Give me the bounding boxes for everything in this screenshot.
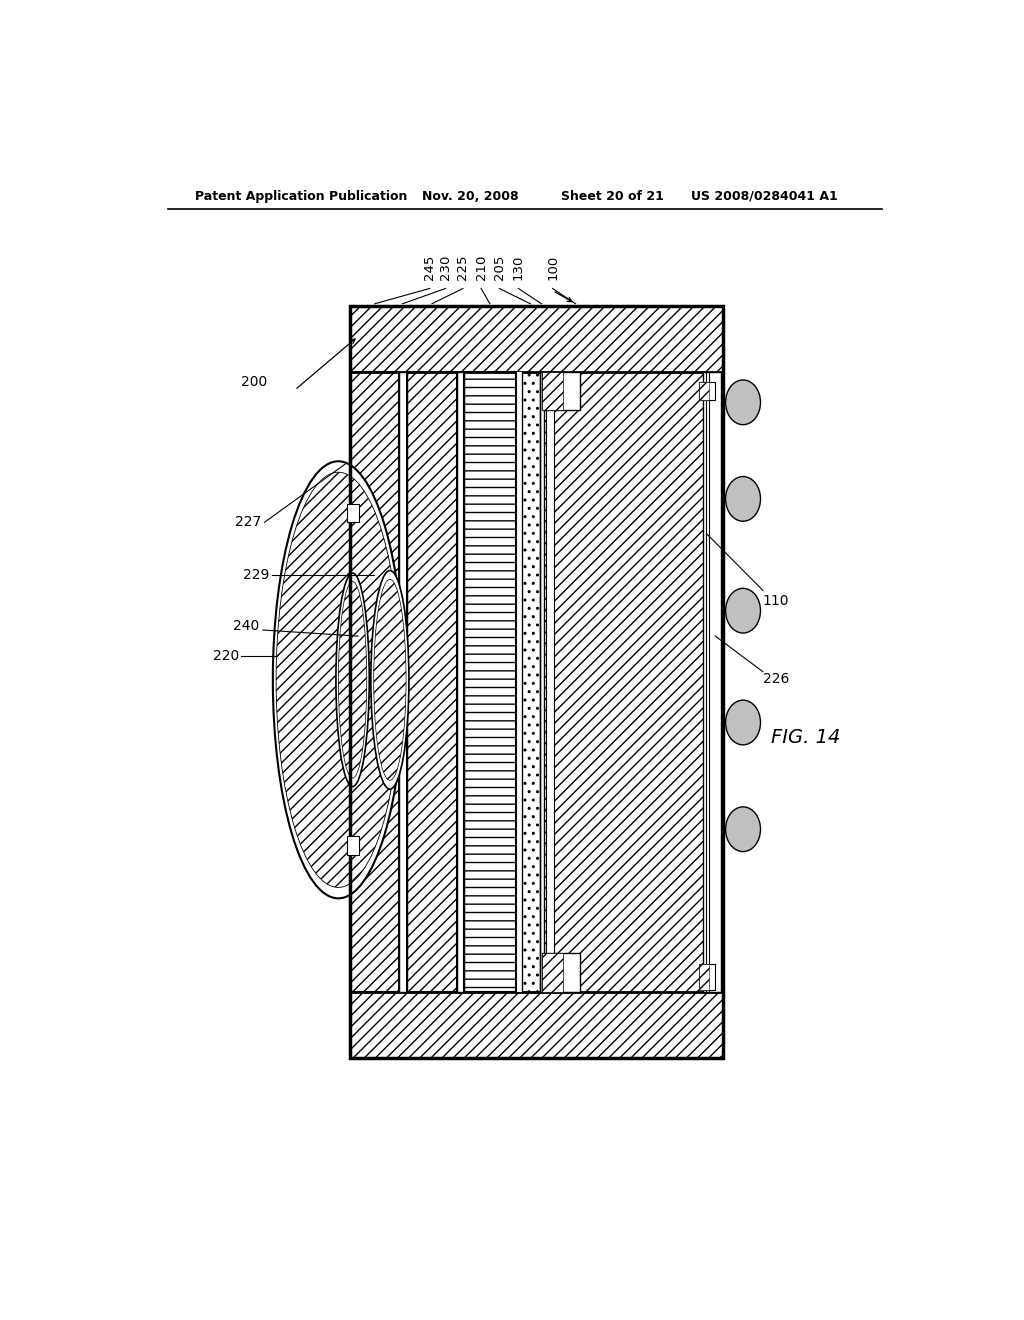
Bar <box>399 372 408 991</box>
Text: 225: 225 <box>457 255 469 280</box>
Bar <box>543 953 581 991</box>
Bar <box>699 965 709 990</box>
Bar <box>543 953 563 991</box>
Text: 110: 110 <box>763 594 790 607</box>
Bar <box>543 372 581 411</box>
Bar <box>699 381 715 400</box>
Bar <box>350 306 723 372</box>
Text: 130: 130 <box>512 255 525 280</box>
Bar <box>408 372 457 991</box>
Bar <box>350 306 723 372</box>
Text: US 2008/0284041 A1: US 2008/0284041 A1 <box>691 190 839 202</box>
Text: Sheet 20 of 21: Sheet 20 of 21 <box>560 190 664 202</box>
Text: 100: 100 <box>546 255 559 280</box>
Bar <box>465 372 516 991</box>
Text: 227: 227 <box>236 515 261 529</box>
Text: 200: 200 <box>241 375 267 389</box>
Bar <box>544 372 723 991</box>
Ellipse shape <box>371 570 409 789</box>
Circle shape <box>726 477 761 521</box>
Text: 230: 230 <box>439 255 452 280</box>
Bar <box>350 372 399 991</box>
Ellipse shape <box>338 582 367 777</box>
Bar <box>522 372 540 991</box>
Ellipse shape <box>276 473 400 887</box>
Circle shape <box>726 807 761 851</box>
Text: 240: 240 <box>232 619 259 634</box>
Circle shape <box>726 380 761 425</box>
Bar <box>350 306 723 1057</box>
Text: Nov. 20, 2008: Nov. 20, 2008 <box>422 190 518 202</box>
Bar <box>350 372 399 991</box>
Bar <box>516 372 522 991</box>
Bar <box>465 372 516 991</box>
Text: FIG. 14: FIG. 14 <box>771 729 840 747</box>
Bar <box>350 991 723 1057</box>
Ellipse shape <box>374 579 407 780</box>
Bar <box>703 372 721 991</box>
Text: 210: 210 <box>475 255 487 280</box>
Text: 205: 205 <box>493 255 506 280</box>
Bar <box>347 504 358 523</box>
Ellipse shape <box>336 573 370 787</box>
Bar <box>546 372 554 991</box>
Bar <box>347 837 358 854</box>
Text: Patent Application Publication: Patent Application Publication <box>196 190 408 202</box>
Bar <box>522 372 540 991</box>
Bar <box>408 372 457 991</box>
Text: 226: 226 <box>763 672 790 686</box>
Bar <box>543 372 563 411</box>
Circle shape <box>726 589 761 634</box>
Bar <box>540 372 544 991</box>
Text: 245: 245 <box>423 255 436 280</box>
Bar <box>350 991 723 1057</box>
Bar <box>699 965 715 990</box>
Bar <box>703 372 721 991</box>
Bar <box>699 381 709 400</box>
Text: 229: 229 <box>243 568 269 582</box>
Ellipse shape <box>272 461 403 899</box>
Circle shape <box>726 700 761 744</box>
Bar <box>457 372 465 991</box>
Text: 220: 220 <box>213 649 240 664</box>
